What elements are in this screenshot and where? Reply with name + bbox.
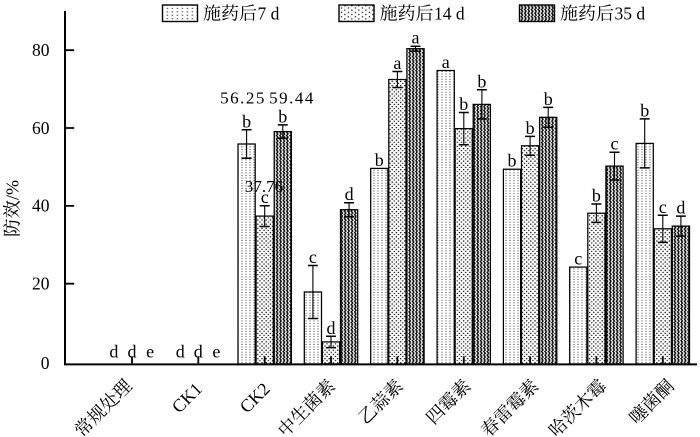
- svg-text:14 d: 14 d: [434, 4, 465, 24]
- svg-text:d: d: [194, 342, 203, 362]
- svg-text:c: c: [574, 249, 582, 269]
- svg-text:/%: /%: [3, 180, 23, 200]
- svg-text:d: d: [128, 342, 137, 362]
- svg-text:d: d: [176, 342, 185, 362]
- svg-text:d: d: [109, 342, 118, 362]
- svg-text:0: 0: [41, 353, 50, 373]
- svg-text:b: b: [592, 186, 601, 206]
- svg-text:d: d: [345, 184, 354, 204]
- svg-text:60: 60: [32, 118, 50, 138]
- svg-text:c: c: [659, 197, 667, 217]
- svg-text:e: e: [212, 342, 220, 362]
- svg-text:b: b: [278, 106, 287, 126]
- svg-text:c: c: [261, 187, 269, 207]
- svg-text:b: b: [640, 100, 649, 120]
- svg-text:a: a: [412, 28, 420, 48]
- svg-text:b: b: [477, 71, 486, 91]
- svg-text:d: d: [676, 198, 685, 218]
- svg-text:e: e: [146, 342, 154, 362]
- svg-text:59.44: 59.44: [269, 89, 315, 108]
- svg-text:c: c: [611, 134, 619, 154]
- svg-text:b: b: [375, 150, 384, 170]
- svg-text:56.25: 56.25: [220, 89, 266, 108]
- svg-text:d: d: [327, 318, 336, 338]
- svg-text:c: c: [309, 247, 317, 267]
- svg-text:35 d: 35 d: [615, 4, 646, 24]
- svg-text:b: b: [242, 111, 251, 131]
- svg-text:b: b: [459, 94, 468, 114]
- svg-text:b: b: [526, 118, 535, 138]
- svg-text:7 d: 7 d: [258, 4, 280, 24]
- svg-text:a: a: [442, 52, 450, 72]
- svg-text:a: a: [393, 53, 401, 73]
- svg-text:b: b: [544, 89, 553, 109]
- svg-text:80: 80: [32, 40, 50, 60]
- svg-text:37.76: 37.76: [245, 177, 283, 196]
- svg-text:40: 40: [32, 196, 50, 216]
- svg-text:b: b: [508, 151, 517, 171]
- svg-text:20: 20: [32, 274, 50, 294]
